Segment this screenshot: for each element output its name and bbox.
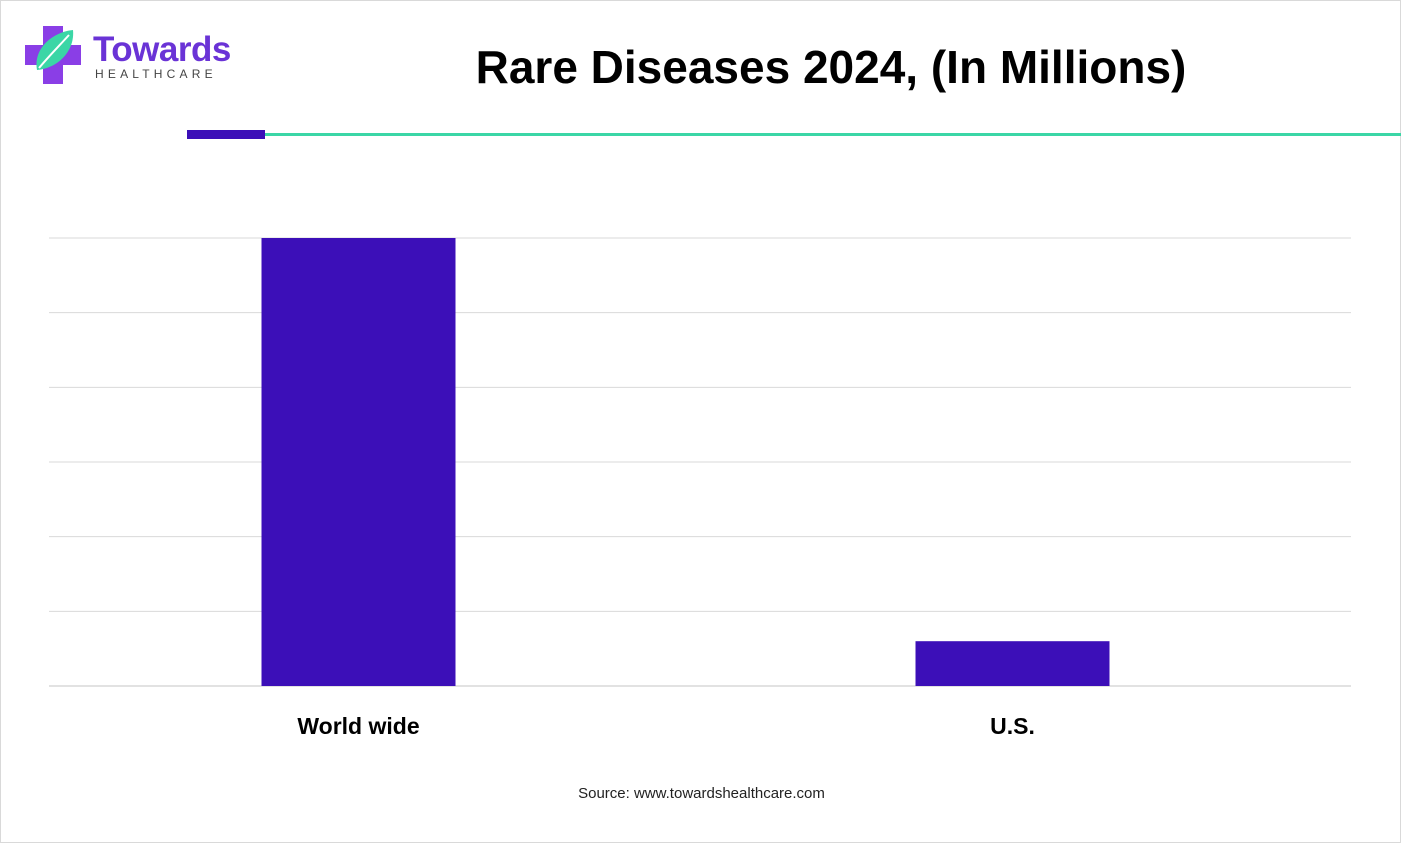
source-note: Source: www.towardshealthcare.com xyxy=(578,785,825,802)
bar-chart: World wide U.S. xyxy=(49,237,1351,739)
x-tick-label: U.S. xyxy=(990,713,1035,739)
medical-cross-leaf-icon xyxy=(25,26,81,84)
chart-title: Rare Diseases 2024, (In Millions) xyxy=(475,41,1187,93)
logo-subtitle: HEALTHCARE xyxy=(95,67,217,81)
title-accent-bar xyxy=(187,130,265,139)
logo-wordmark: Towards xyxy=(93,30,231,69)
towards-healthcare-logo: Towards HEALTHCARE xyxy=(23,26,238,88)
bar-world-wide xyxy=(261,238,456,686)
title-divider-line xyxy=(265,133,1401,136)
bar-u-s xyxy=(915,641,1110,686)
x-tick-label: World wide xyxy=(297,713,419,739)
